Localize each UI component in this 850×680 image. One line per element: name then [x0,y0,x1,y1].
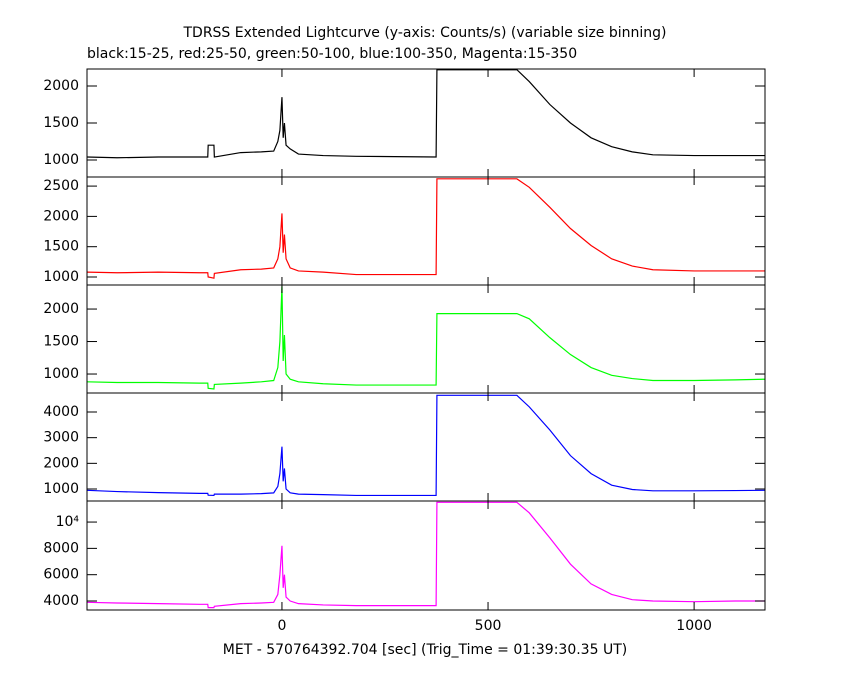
y-tick-label: 2000 [43,301,79,317]
y-tick-label: 1500 [43,239,79,255]
y-tick-label: 2000 [43,78,79,94]
x-tick-label: 500 [475,618,502,634]
y-tick-label: 1000 [43,366,79,382]
panel-frame [86,284,766,394]
data-line [87,394,765,497]
x-tick-label: 1000 [676,618,712,634]
y-tick-label: 2000 [43,455,79,471]
panel-frame [86,392,766,502]
panel [87,286,765,390]
data-line [87,286,765,390]
chart-title: TDRSS Extended Lightcurve (y-axis: Count… [182,25,666,41]
y-tick-label: 6000 [43,567,79,583]
y-tick-label: 1000 [43,152,79,168]
y-tick-label: 8000 [43,540,79,556]
panel [87,394,765,497]
data-line [87,69,765,159]
y-tick-label: 4000 [43,404,79,420]
x-axis-label: MET - 570764392.704 [sec] (Trig_Time = 0… [223,642,627,658]
y-tick-label: 2000 [43,208,79,224]
data-line [87,501,765,609]
panel [87,178,765,279]
panel [87,69,765,159]
y-tick-label: 10⁴ [56,514,80,530]
y-tick-label: 1500 [43,115,79,131]
chart-subtitle: black:15-25, red:25-50, green:50-100, bl… [87,46,577,62]
y-tick-label: 3000 [43,430,79,446]
x-tick-label: 0 [277,618,286,634]
panel [87,501,765,609]
y-tick-label: 1000 [43,269,79,285]
data-line [87,178,765,279]
y-tick-label: 1000 [43,481,79,497]
panel-frame [86,500,766,611]
y-tick-label: 2500 [43,178,79,194]
panel-frame [86,68,766,178]
y-tick-label: 1500 [43,334,79,350]
y-tick-label: 4000 [43,593,79,609]
panel-frame [86,176,766,286]
